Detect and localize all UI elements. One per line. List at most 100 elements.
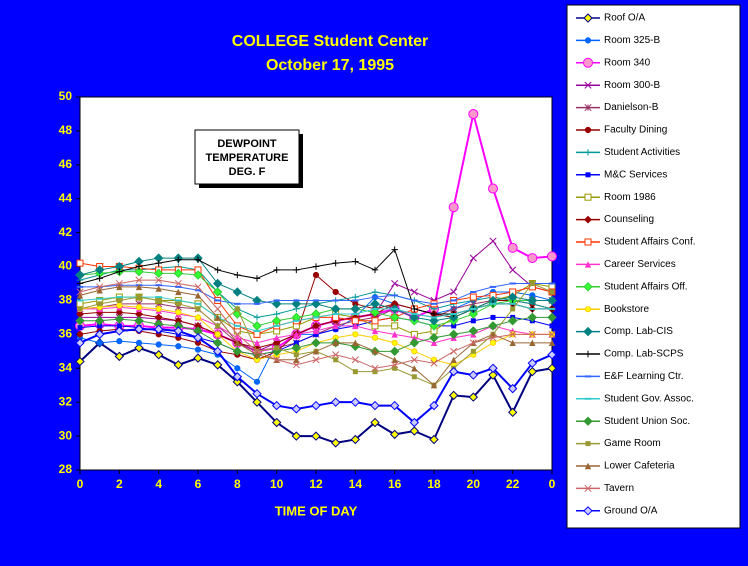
legend-label: E&F Learning Ctr.: [604, 371, 683, 382]
marker: [391, 356, 398, 363]
marker: [312, 263, 320, 270]
marker: [253, 275, 261, 282]
marker: [271, 316, 282, 326]
marker: [409, 417, 420, 428]
marker: [96, 283, 104, 291]
marker: [252, 321, 262, 331]
y-tick-label: 28: [59, 462, 73, 476]
marker: [527, 366, 538, 377]
marker: [193, 353, 203, 363]
legend-box: [566, 4, 741, 529]
marker: [583, 326, 593, 337]
marker: [76, 259, 84, 267]
marker: [409, 338, 420, 348]
marker: [409, 426, 420, 436]
marker: [451, 323, 457, 329]
marker: [468, 309, 479, 319]
marker: [291, 431, 302, 441]
legend-label: Room 300-B: [604, 80, 660, 91]
marker: [193, 270, 203, 280]
marker: [155, 305, 162, 313]
marker: [584, 81, 592, 89]
marker: [293, 352, 299, 358]
x-tick-label: 16: [388, 477, 402, 491]
marker: [410, 288, 418, 296]
marker: [584, 37, 592, 44]
marker: [293, 331, 300, 338]
marker: [470, 348, 476, 354]
marker: [584, 193, 592, 201]
marker: [311, 299, 321, 309]
marker: [350, 434, 361, 445]
marker: [174, 279, 182, 288]
marker: [584, 306, 592, 313]
marker: [214, 331, 221, 338]
marker: [234, 365, 241, 372]
marker: [488, 183, 498, 194]
marker: [175, 301, 181, 307]
marker: [273, 356, 281, 364]
marker: [510, 306, 516, 312]
x-tick-label: 14: [349, 477, 363, 491]
marker: [253, 339, 261, 347]
marker: [97, 301, 103, 307]
marker: [584, 238, 592, 246]
marker: [489, 339, 497, 346]
marker: [156, 297, 162, 303]
x-tick-label: 0: [77, 477, 84, 491]
marker: [389, 312, 400, 323]
marker: [155, 285, 162, 292]
legend-label: M&C Services: [604, 169, 667, 180]
marker: [232, 372, 243, 382]
marker: [173, 326, 184, 336]
marker: [97, 323, 103, 329]
marker: [253, 351, 261, 358]
marker: [529, 281, 535, 286]
marker: [252, 388, 262, 399]
marker: [193, 333, 203, 343]
marker: [585, 441, 591, 447]
marker: [469, 339, 477, 347]
marker: [96, 275, 103, 282]
marker: [155, 276, 163, 284]
marker: [547, 363, 557, 373]
y-tick-label: 34: [59, 360, 73, 374]
marker: [194, 292, 202, 299]
marker: [271, 417, 282, 428]
marker: [135, 283, 143, 291]
marker: [153, 268, 164, 279]
marker: [584, 350, 592, 358]
marker: [370, 417, 380, 428]
marker: [194, 283, 202, 291]
marker: [75, 270, 85, 280]
marker: [528, 330, 536, 338]
marker: [94, 265, 105, 275]
marker: [411, 305, 418, 313]
legend-label: Tavern: [604, 483, 634, 494]
marker: [114, 314, 125, 324]
marker: [429, 321, 439, 331]
y-tick-label: 36: [59, 327, 73, 341]
marker: [547, 251, 557, 262]
marker: [448, 329, 459, 340]
marker: [234, 339, 241, 347]
marker: [214, 314, 221, 321]
marker: [215, 323, 221, 329]
marker: [548, 330, 556, 338]
marker: [135, 339, 143, 346]
marker: [468, 370, 479, 380]
marker: [488, 370, 498, 380]
x-tick-label: 22: [506, 477, 520, 491]
x-tick-label: 8: [234, 477, 241, 491]
marker: [312, 271, 320, 279]
marker: [352, 293, 359, 301]
marker: [175, 309, 182, 316]
marker: [584, 104, 592, 112]
legend-label: Student Union Soc.: [604, 416, 690, 427]
marker: [332, 322, 339, 330]
marker: [253, 378, 261, 385]
marker: [547, 312, 557, 323]
marker: [234, 334, 241, 341]
marker: [173, 268, 184, 279]
